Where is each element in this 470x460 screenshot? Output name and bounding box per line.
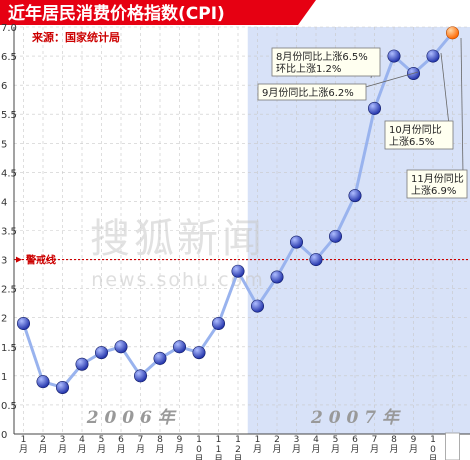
y-tick-label: 1: [1, 372, 7, 383]
y-tick-label: 3: [1, 256, 7, 267]
data-point: [212, 317, 226, 331]
y-tick-label: 1.5: [1, 343, 17, 354]
y-tick-label: 6: [1, 81, 7, 92]
axes: [13, 27, 470, 435]
y-tick-label: 3.5: [1, 227, 17, 238]
data-point: [426, 49, 440, 63]
data-point: [153, 351, 167, 365]
callout-leader: [361, 71, 419, 89]
alert-line-group: 警戒线: [14, 254, 470, 267]
y-tick-label: 5.5: [1, 110, 17, 121]
data-point: [16, 317, 30, 331]
data-point: [309, 253, 323, 267]
data-point: [192, 346, 206, 360]
alert-line-arrow: [16, 256, 22, 263]
year-label: 2 0 0 7 年: [310, 408, 401, 428]
year-label: 2 0 0 6 年: [86, 408, 177, 428]
data-point: [114, 340, 128, 354]
data-point: [55, 380, 69, 394]
y-tick-label: 6.5: [1, 52, 17, 63]
y-tick-label: 7.0: [1, 23, 17, 34]
data-point: [328, 229, 342, 243]
chart-source: 来源：国家统计局: [31, 30, 120, 44]
y-axis-ticks: 0 0.5 1 1.5 2 2.5 3 3.5 4 4.5 5 5.5 6 6.5 7.0: [1, 23, 17, 441]
data-point: [289, 235, 303, 249]
data-point: [270, 270, 284, 284]
series-cpi: [16, 26, 459, 394]
callout-text: 11月份同比上涨6.9%: [411, 173, 464, 197]
title-banner-tail: [298, 0, 470, 25]
y-tick-label: 4: [1, 197, 7, 208]
callout-leader: [440, 52, 450, 126]
data-point: [75, 357, 89, 371]
data-point: [231, 264, 245, 278]
chart-title: 近年居民消费价格指数(CPI): [8, 3, 225, 24]
callout-box: [406, 169, 468, 199]
callout-box: [271, 47, 381, 77]
y-tick-label: 4.5: [1, 168, 17, 179]
annotation-callouts: 8月份同比上涨6.5%环比上涨1.2% 9月份同比上涨6.2% 10月份同比上涨6.…: [257, 37, 468, 199]
y-tick-label: 0: [1, 430, 7, 441]
watermark-brand: 搜狐新闻: [90, 216, 266, 262]
data-point: [445, 26, 459, 40]
alert-line-label: 警戒线: [25, 254, 56, 267]
data-point: [367, 101, 381, 115]
y-tick-label: 5: [1, 139, 7, 150]
y-tick-label: 2.5: [1, 285, 17, 296]
callout-box: [384, 120, 454, 150]
watermark: 搜狐新闻 news.sohu.com: [90, 216, 266, 291]
data-point: [36, 375, 50, 389]
year-labels: 2 0 0 6 年 2 0 0 7 年: [86, 408, 401, 428]
x-axis-ticks: 1 月 2 月 3 月 4 月 5 月 6 月 7 月 8 月 9 月 1 0 月 1 1 月 1 2 月 1 月 2 月 3 月 4 月 5 月 6 月 7…: [19, 432, 460, 460]
data-point: [251, 299, 265, 313]
callout-text: 10月份同比上涨6.5%: [389, 124, 442, 148]
x-tick-highlight: [445, 432, 460, 460]
y-tick-label: 0.5: [1, 401, 17, 412]
data-point: [95, 346, 109, 360]
y-tick-label: 2: [1, 314, 7, 325]
callout-box: [257, 83, 367, 101]
watermark-url: news.sohu.com: [91, 269, 264, 291]
callout-text: 8月份同比上涨6.5%环比上涨1.2%: [276, 51, 368, 75]
data-point: [387, 49, 401, 63]
data-point: [134, 369, 148, 383]
data-point: [348, 189, 362, 203]
callout-text: 9月份同比上涨6.2%: [262, 87, 354, 99]
callout-leader: [460, 37, 464, 175]
data-point: [173, 340, 187, 354]
